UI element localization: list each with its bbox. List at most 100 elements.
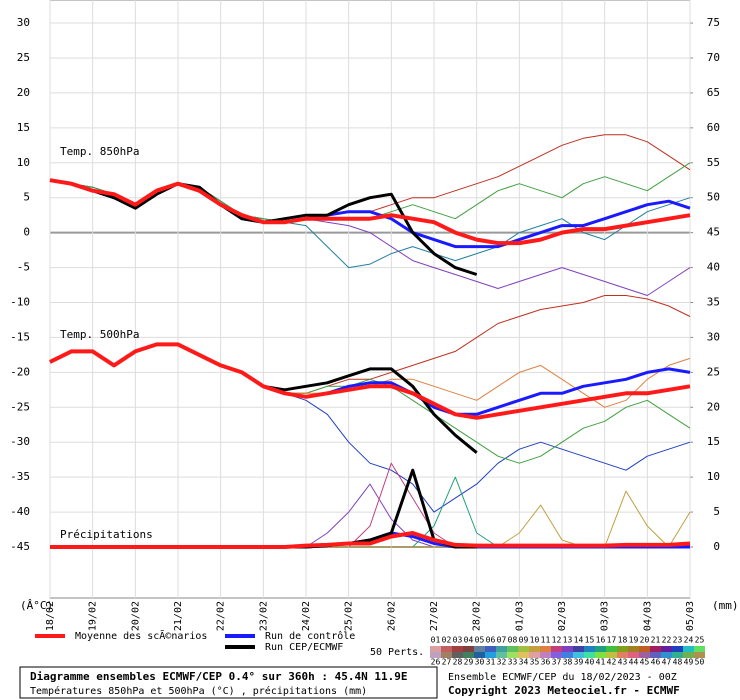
- y2-tick-label: 25: [707, 365, 720, 378]
- y-tick-label: -40: [10, 505, 30, 518]
- pert-swatch: [551, 652, 562, 658]
- pert-label: 08: [508, 636, 518, 645]
- pert-swatch: [562, 646, 573, 652]
- perts-label: 50 Perts.: [370, 647, 424, 658]
- pert-label: 47: [662, 658, 672, 667]
- x-tick-label: 22/02: [216, 601, 227, 631]
- legend-label: Run CEP/ECMWF: [265, 642, 343, 653]
- pert-label: 02: [442, 636, 452, 645]
- pert-label: 24: [684, 636, 694, 645]
- y2-axis-label: (mm): [712, 599, 739, 612]
- pert-label: 49: [684, 658, 694, 667]
- x-tick-label: 01/03: [514, 601, 525, 631]
- pert-label: 40: [585, 658, 595, 667]
- pert-label: 01: [431, 636, 441, 645]
- chart-title: Diagramme ensembles ECMWF/CEP 0.4° sur 3…: [30, 670, 408, 683]
- pert-swatch: [694, 652, 705, 658]
- pert-label: 29: [464, 658, 474, 667]
- pert-label: 36: [541, 658, 551, 667]
- mean-line: [50, 531, 691, 549]
- pert-label: 31: [486, 658, 496, 667]
- y-tick-label: 15: [17, 121, 30, 134]
- pert-label: 46: [651, 658, 661, 667]
- pert-label: 37: [552, 658, 562, 667]
- y-tick-label: 10: [17, 156, 30, 169]
- pert-swatch: [639, 646, 650, 652]
- pert-swatch: [474, 646, 485, 652]
- pert-swatch: [463, 646, 474, 652]
- pert-label: 21: [651, 636, 661, 645]
- pert-label: 33: [508, 658, 518, 667]
- pert-swatch: [474, 652, 485, 658]
- pert-swatch: [606, 646, 617, 652]
- pert-swatch: [617, 646, 628, 652]
- y2-tick-label: 60: [707, 121, 720, 134]
- panel-label: Temp. 850hPa: [60, 145, 139, 158]
- pert-swatch: [452, 646, 463, 652]
- pert-label: 28: [453, 658, 463, 667]
- x-tick-label: 24/02: [301, 601, 312, 631]
- pert-label: 07: [497, 636, 507, 645]
- pert-swatch: [617, 652, 628, 658]
- y-tick-label: -25: [10, 400, 30, 413]
- y-tick-label: -10: [10, 295, 30, 308]
- pert-swatch: [595, 652, 606, 658]
- pert-label: 15: [585, 636, 595, 645]
- legend-label: Moyenne des scÃ©narios: [75, 629, 207, 642]
- y-tick-label: 20: [17, 86, 30, 99]
- y-tick-label: -35: [10, 470, 30, 483]
- y-tick-label: -5: [17, 261, 30, 274]
- panel-label: Précipitations: [60, 528, 153, 541]
- pert-swatch: [507, 652, 518, 658]
- x-tick-label: 03/03: [600, 601, 611, 631]
- copyright: Copyright 2023 Meteociel.fr - ECMWF: [448, 684, 680, 697]
- pert-swatch: [584, 652, 595, 658]
- y-tick-label: 25: [17, 51, 30, 64]
- pert-swatch: [595, 646, 606, 652]
- x-tick-label: 26/02: [386, 601, 397, 631]
- pert-swatch: [584, 646, 595, 652]
- pert-label: 32: [497, 658, 507, 667]
- y2-tick-label: 20: [707, 400, 720, 413]
- pert-label: 09: [519, 636, 529, 645]
- y2-tick-label: 65: [707, 86, 720, 99]
- pert-swatch: [683, 646, 694, 652]
- pert-swatch: [672, 652, 683, 658]
- pert-swatch: [562, 652, 573, 658]
- pert-swatch: [507, 646, 518, 652]
- pert-swatch: [661, 646, 672, 652]
- pert-label: 34: [519, 658, 529, 667]
- x-tick-label: 20/02: [130, 601, 141, 631]
- pert-label: 42: [607, 658, 617, 667]
- y2-tick-label: 70: [707, 51, 720, 64]
- pert-swatch: [463, 652, 474, 658]
- pert-label: 12: [552, 636, 562, 645]
- pert-swatch: [551, 646, 562, 652]
- pert-swatch: [441, 652, 452, 658]
- pert-swatch: [430, 646, 441, 652]
- y2-tick-label: 10: [707, 470, 720, 483]
- pert-label: 19: [629, 636, 639, 645]
- pert-label: 43: [618, 658, 628, 667]
- y2-tick-label: 15: [707, 435, 720, 448]
- y-tick-label: -20: [10, 365, 30, 378]
- pert-swatch: [441, 646, 452, 652]
- pert-swatch: [573, 652, 584, 658]
- pert-label: 26: [431, 658, 441, 667]
- pert-swatch: [529, 652, 540, 658]
- pert-swatch: [485, 652, 496, 658]
- mean-line: [49, 178, 691, 246]
- pert-swatch: [496, 646, 507, 652]
- pert-swatch: [661, 652, 672, 658]
- pert-swatch: [518, 652, 529, 658]
- mean-line: [49, 342, 691, 420]
- pert-label: 39: [574, 658, 584, 667]
- y2-tick-label: 35: [707, 295, 720, 308]
- pert-label: 20: [640, 636, 650, 645]
- pert-label: 05: [475, 636, 485, 645]
- x-tick-label: 21/02: [173, 601, 184, 631]
- pert-label: 38: [563, 658, 573, 667]
- pert-label: 44: [629, 658, 639, 667]
- y2-tick-label: 45: [707, 226, 720, 239]
- pert-swatch: [650, 652, 661, 658]
